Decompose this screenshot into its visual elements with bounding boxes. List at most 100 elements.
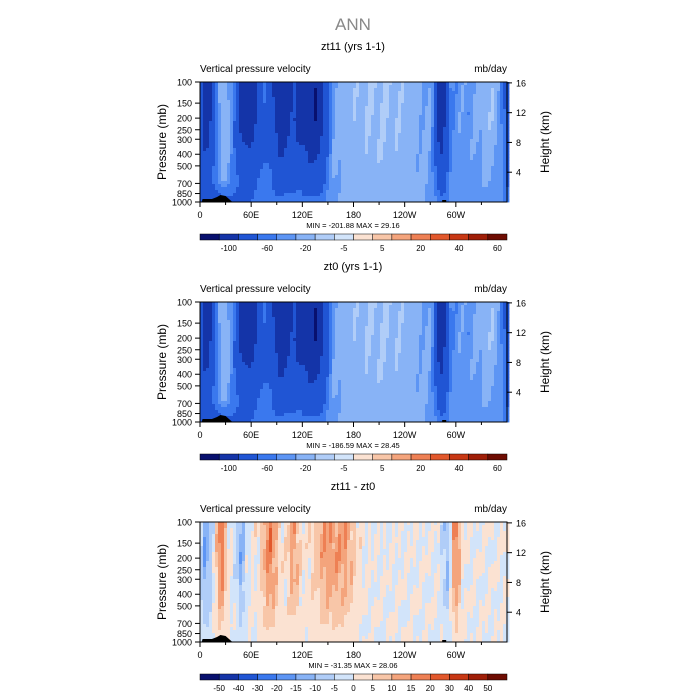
colorbar-swatch <box>391 453 412 461</box>
x-tick-label: 60W <box>447 650 466 660</box>
y-tick-label: 250 <box>177 125 192 135</box>
colorbar: -100 -60 -20 -5 5 20 40 60 <box>199 233 508 253</box>
y-tick-label: 500 <box>177 601 192 611</box>
colorbar-swatch <box>410 233 431 241</box>
subtitle-right: mb/day <box>474 64 507 75</box>
y-axis-label: Pressure (mb) <box>155 104 169 180</box>
colorbar-label: -40 <box>233 684 245 693</box>
x-tick-label: 120W <box>393 650 417 660</box>
x-tick-label: 120E <box>292 430 313 440</box>
colorbar-swatch <box>468 453 489 461</box>
colorbar-label: 20 <box>416 464 425 473</box>
colorbar-swatch <box>257 233 277 241</box>
topography <box>201 635 233 642</box>
colorbar-label: 40 <box>455 464 464 473</box>
colorbar-swatch <box>199 453 220 461</box>
colorbar-swatch <box>314 673 335 681</box>
colorbar-swatch <box>257 673 277 681</box>
colorbar-swatch <box>295 453 316 461</box>
y-tick-label: 700 <box>177 399 192 409</box>
x-tick-label: 120W <box>393 210 417 220</box>
y-right-tick-label: 4 <box>516 608 521 618</box>
x-tick-label: 0 <box>197 210 202 220</box>
colorbar-swatch <box>218 673 239 681</box>
y-tick-label: 200 <box>177 114 192 124</box>
colorbar-swatch <box>276 453 297 461</box>
colorbar-label: -100 <box>221 464 238 473</box>
x-tick-label: 180 <box>346 430 361 440</box>
colorbar-swatch <box>468 233 489 241</box>
contour-field <box>200 82 510 203</box>
colorbar-swatch <box>449 233 469 241</box>
y-axis-label: Pressure (mb) <box>155 544 169 620</box>
topography <box>201 415 233 422</box>
colorbar-swatch <box>353 453 373 461</box>
colorbar-label: -100 <box>221 244 238 253</box>
y-tick-label: 200 <box>177 554 192 564</box>
y-right-axis-label: Height (km) <box>538 551 552 613</box>
colorbar-swatch <box>257 453 277 461</box>
colorbar-swatch <box>487 673 508 681</box>
y-tick-label: 700 <box>177 619 192 629</box>
y-tick-label: 300 <box>177 355 192 365</box>
colorbar-swatch <box>468 673 489 681</box>
y-tick-label: 1000 <box>172 638 192 648</box>
colorbar-swatch <box>238 673 258 681</box>
colorbar: -50 -40 -30 -20 -15 -10 -5 0 5 10 15 20 30 40 50 <box>199 673 508 693</box>
y-tick-label: 500 <box>177 161 192 171</box>
y-tick-label: 850 <box>177 189 192 199</box>
y-tick-label: 250 <box>177 345 192 355</box>
y-tick-label: 300 <box>177 575 192 585</box>
y-tick-label: 850 <box>177 629 192 639</box>
colorbar-label: 60 <box>493 244 502 253</box>
y-right-tick-label: 8 <box>516 138 521 148</box>
colorbar-swatch <box>295 673 316 681</box>
x-tick-label: 60E <box>243 650 259 660</box>
y-right-tick-label: 12 <box>516 108 526 118</box>
colorbar-swatch <box>430 453 450 461</box>
contour-field <box>200 522 510 643</box>
colorbar-label: 60 <box>493 464 502 473</box>
colorbar-label: -10 <box>309 684 321 693</box>
colorbar-swatch <box>334 673 354 681</box>
colorbar-label: 40 <box>455 244 464 253</box>
subtitle-left: Vertical pressure velocity <box>200 64 311 75</box>
y-tick-label: 850 <box>177 409 192 419</box>
y-axis-label: Pressure (mb) <box>155 324 169 400</box>
colorbar-swatch <box>372 233 393 241</box>
colorbar-label: 20 <box>426 684 435 693</box>
y-tick-label: 150 <box>177 539 192 549</box>
colorbar-swatch <box>410 673 431 681</box>
colorbar-swatch <box>487 233 508 241</box>
colorbar-swatch <box>199 673 220 681</box>
y-tick-label: 250 <box>177 565 192 575</box>
colorbar-label: -5 <box>340 244 348 253</box>
figure-title: ANN <box>335 15 371 34</box>
colorbar-swatch <box>199 233 220 241</box>
colorbar-swatch <box>314 453 335 461</box>
y-right-tick-label: 16 <box>516 78 526 88</box>
y-tick-label: 100 <box>177 518 192 528</box>
min-max-stats: MIN = -31.35 MAX = 28.06 <box>308 661 397 670</box>
y-tick-label: 400 <box>177 590 192 600</box>
colorbar: -100 -60 -20 -5 5 20 40 60 <box>199 453 508 473</box>
colorbar-swatch <box>487 453 508 461</box>
colorbar-swatch <box>276 673 297 681</box>
colorbar-swatch <box>353 673 373 681</box>
x-tick-label: 60E <box>243 210 259 220</box>
colorbar-swatch <box>391 233 412 241</box>
x-tick-label: 60W <box>447 430 466 440</box>
colorbar-swatch <box>391 673 412 681</box>
colorbar-swatch <box>238 233 258 241</box>
colorbar-swatch <box>430 233 450 241</box>
panel-title: zt0 (yrs 1-1) <box>324 261 383 273</box>
x-tick-label: 0 <box>197 650 202 660</box>
colorbar-label: 50 <box>483 684 492 693</box>
colorbar-swatch <box>276 233 297 241</box>
colorbar-swatch <box>334 453 354 461</box>
colorbar-label: -20 <box>271 684 283 693</box>
colorbar-label: -5 <box>331 684 339 693</box>
subtitle-right: mb/day <box>474 284 507 295</box>
y-right-axis-label: Height (km) <box>538 111 552 173</box>
panel-title: zt11 (yrs 1-1) <box>321 41 385 53</box>
